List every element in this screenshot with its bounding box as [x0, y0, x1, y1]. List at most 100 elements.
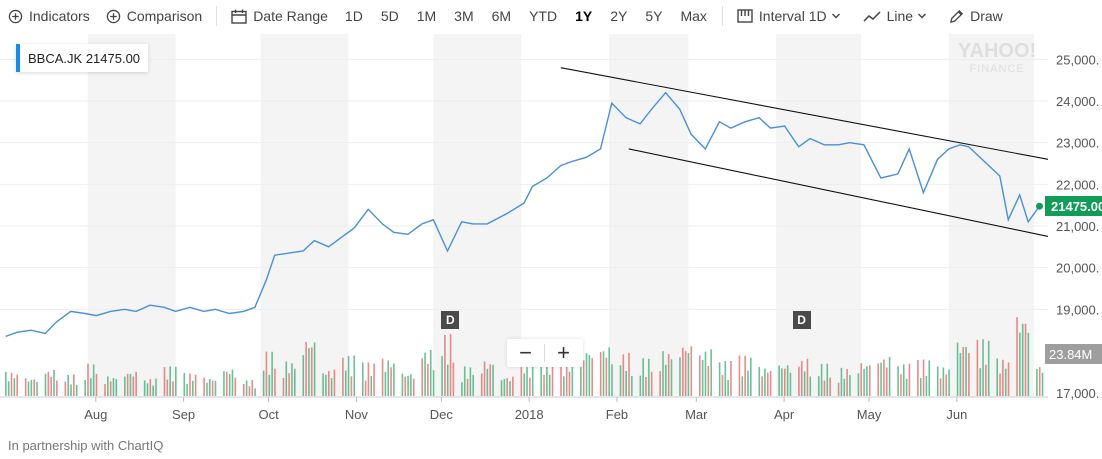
y-axis-ticks: 25,000. 24,000. 23,000. 22,000. 21,000. 20,00…	[1056, 52, 1099, 401]
volume-bar	[936, 366, 939, 396]
volume-bar	[778, 365, 780, 396]
volume-bar	[857, 373, 860, 396]
month-band	[948, 34, 1034, 397]
range-2y[interactable]: 2Y	[610, 8, 628, 24]
date-range-button[interactable]: Date Range	[223, 0, 336, 32]
volume-bar	[124, 376, 126, 396]
volume-bar	[588, 355, 591, 396]
range-1d[interactable]: 1D	[344, 8, 363, 24]
zoom-out-button[interactable]: −	[519, 340, 532, 365]
chart-type-dropdown[interactable]: Line	[855, 0, 941, 32]
volume-bar	[441, 356, 443, 396]
volume-bar	[648, 358, 650, 396]
volume-bar	[526, 364, 528, 396]
volume-bar	[203, 377, 205, 396]
candlestick-icon	[737, 9, 753, 23]
range-1y[interactable]: 1Y	[575, 8, 593, 24]
x-tick-label: Apr	[774, 407, 795, 422]
volume-bar	[925, 375, 928, 396]
volume-bar	[7, 381, 10, 396]
volume-bar	[611, 364, 613, 396]
draw-label: Draw	[970, 8, 1003, 24]
trendlines	[560, 67, 1049, 237]
price-chart[interactable]: Aug Sep Oct Nov Dec 2018 Feb Mar Apr May Jun 25,00…	[0, 32, 1102, 438]
volume-bar	[520, 366, 523, 396]
x-axis-ticks: Aug Sep Oct Nov Dec 2018 Feb Mar Apr May Jun	[84, 397, 967, 422]
partnership-footer: In partnership with ChartIQ	[8, 438, 164, 453]
volume-bar	[412, 378, 415, 396]
volume-bar	[492, 364, 494, 396]
volume-bar	[665, 364, 667, 396]
volume-bar	[73, 374, 75, 396]
volume-bar	[75, 385, 78, 396]
series-legend[interactable]: BBCA.JK 21475.00	[16, 44, 149, 72]
month-band	[433, 34, 522, 397]
volume-bar	[393, 363, 395, 396]
range-5d[interactable]: 5D	[380, 8, 399, 24]
volume-bar	[483, 361, 486, 396]
draw-button[interactable]: Draw	[941, 0, 1011, 32]
range-5y[interactable]: 5Y	[645, 8, 663, 24]
volume-bar	[112, 377, 115, 396]
month-band	[260, 34, 349, 397]
chevron-down-icon	[831, 13, 840, 19]
trendline	[628, 148, 1049, 237]
volume-bar	[10, 372, 13, 396]
toolbar-divider	[721, 6, 723, 26]
volume-bar	[829, 377, 831, 396]
range-ytd[interactable]: YTD	[529, 8, 558, 24]
y-tick-label: 20,000.	[1056, 261, 1099, 276]
calendar-icon	[231, 9, 247, 24]
range-6m[interactable]: 6M	[491, 8, 512, 24]
volume-bar	[883, 359, 885, 396]
volume-bar	[880, 362, 882, 396]
watermark-main: YAHOO!	[958, 40, 1037, 62]
volume-bar	[452, 362, 455, 396]
volume-bar	[231, 369, 234, 396]
volume-bar	[251, 379, 254, 396]
volume-bar	[568, 371, 571, 396]
volume-bar	[333, 369, 336, 396]
comparison-button[interactable]: Comparison	[98, 0, 210, 32]
volume-bar	[206, 382, 208, 396]
zoom-in-button[interactable]: +	[557, 340, 570, 365]
volume-bar	[390, 367, 392, 396]
range-3m[interactable]: 3M	[454, 8, 474, 24]
volume-bar	[948, 369, 950, 396]
dividend-marker[interactable]: D	[792, 311, 811, 329]
volume-bar	[87, 363, 89, 396]
interval-dropdown[interactable]: Interval 1D	[729, 0, 855, 32]
last-price-tag: 21475.00	[1045, 196, 1102, 217]
dividend-marker[interactable]: D	[441, 311, 460, 329]
volume-bar	[503, 378, 506, 396]
volume-bar	[381, 358, 384, 396]
volume-bar	[262, 370, 265, 396]
volume-bar	[166, 379, 169, 396]
volume-bar	[424, 352, 426, 396]
volume-bar	[968, 353, 970, 396]
volume-bar	[163, 367, 166, 396]
date-range-label: Date Range	[253, 8, 328, 24]
volume-bar	[645, 376, 647, 396]
x-tick-label: Mar	[685, 407, 708, 422]
y-tick-label: 23,000.	[1056, 136, 1099, 151]
volume-bar	[254, 388, 256, 396]
zoom-divider	[544, 344, 545, 362]
volume-bar	[24, 378, 27, 396]
volume-bar	[758, 366, 761, 396]
range-1m[interactable]: 1M	[416, 8, 437, 24]
volume-bar	[1041, 372, 1044, 396]
legend-ticker: BBCA.JK	[28, 50, 83, 66]
volume-bar	[608, 347, 610, 396]
volume-bar	[444, 334, 446, 396]
volume-bar	[860, 363, 863, 396]
indicators-button[interactable]: Indicators	[0, 0, 98, 32]
range-max[interactable]: Max	[680, 8, 707, 24]
volume-bar	[690, 346, 693, 396]
volume-bar	[738, 355, 741, 396]
yahoo-finance-watermark: YAHOO! FINANCE	[958, 40, 1037, 78]
volume-bar	[704, 351, 707, 396]
volume-bar	[509, 381, 511, 396]
volume-bar	[747, 370, 749, 396]
chart-toolbar: Indicators Comparison Date Range 1D 5D 1…	[0, 0, 1102, 32]
